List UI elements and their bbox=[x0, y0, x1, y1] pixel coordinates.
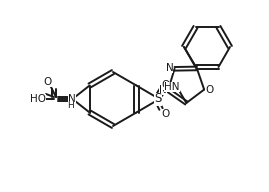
Text: H: H bbox=[68, 100, 74, 109]
Text: O: O bbox=[161, 109, 169, 119]
Text: HN: HN bbox=[164, 82, 180, 92]
Text: HO: HO bbox=[30, 94, 46, 104]
Text: O: O bbox=[44, 77, 52, 87]
Text: N: N bbox=[68, 94, 76, 104]
Text: O: O bbox=[161, 80, 169, 90]
Text: O: O bbox=[205, 84, 213, 94]
Text: S: S bbox=[154, 93, 162, 105]
Text: N: N bbox=[166, 63, 174, 73]
Text: N: N bbox=[159, 85, 167, 95]
